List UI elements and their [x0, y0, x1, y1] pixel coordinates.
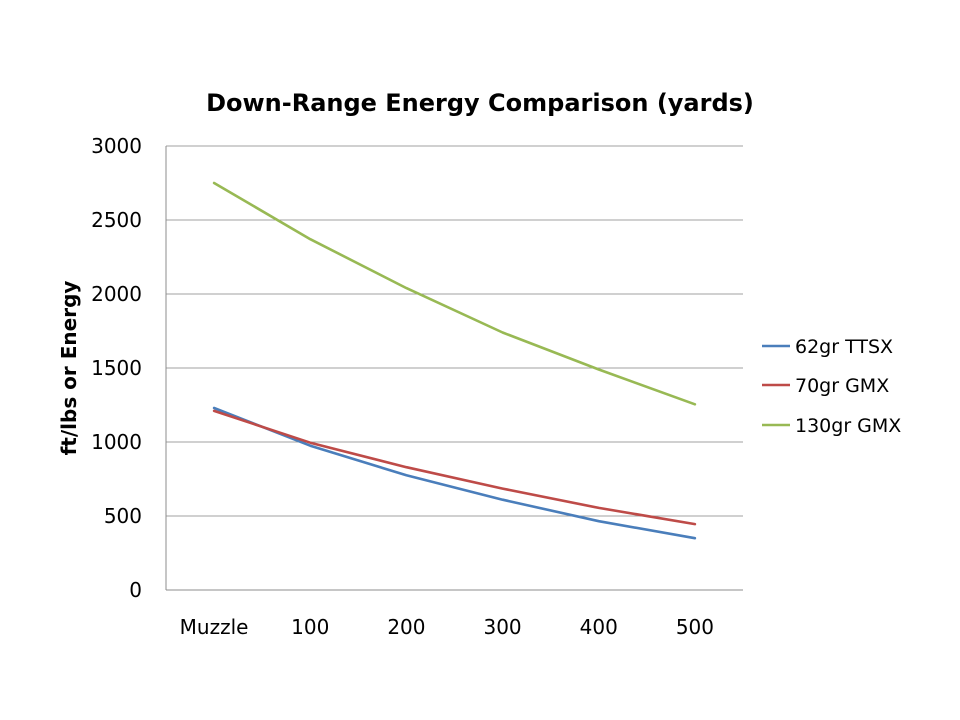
gridlines	[166, 145, 743, 517]
y-axis-label: ft/lbs or Energy	[57, 281, 81, 456]
legend-label: 70gr GMX	[795, 375, 889, 397]
x-tick-label: 400	[580, 615, 618, 639]
y-tick-label: 500	[104, 504, 142, 528]
y-tick-label: 0	[129, 578, 142, 602]
series-line-2	[212, 181, 697, 406]
y-tick-label: 1500	[91, 356, 142, 380]
legend-label: 130gr GMX	[795, 415, 901, 437]
axes	[165, 146, 743, 591]
x-tick-label: 200	[387, 615, 425, 639]
y-tick-label: 2500	[91, 208, 142, 232]
chart-title: Down-Range Energy Comparison (yards)	[206, 89, 754, 117]
y-tick-label: 3000	[91, 134, 142, 158]
legend-label: 62gr TTSX	[795, 336, 893, 358]
series-lines	[212, 181, 697, 540]
x-tick-label: 100	[291, 615, 329, 639]
series-line-1	[212, 409, 697, 526]
x-tick-label: 500	[676, 615, 714, 639]
legend: 62gr TTSX 70gr GMX 130gr GMX	[762, 336, 901, 437]
y-tick-labels: 0 500 1000 1500 2000 2500 3000	[91, 134, 142, 602]
y-tick-label: 1000	[91, 430, 142, 454]
x-tick-label: Muzzle	[180, 615, 249, 639]
x-tick-labels: Muzzle 100 200 300 400 500	[180, 615, 714, 639]
x-tick-label: 300	[483, 615, 521, 639]
y-tick-label: 2000	[91, 282, 142, 306]
series-line-0	[212, 406, 697, 540]
